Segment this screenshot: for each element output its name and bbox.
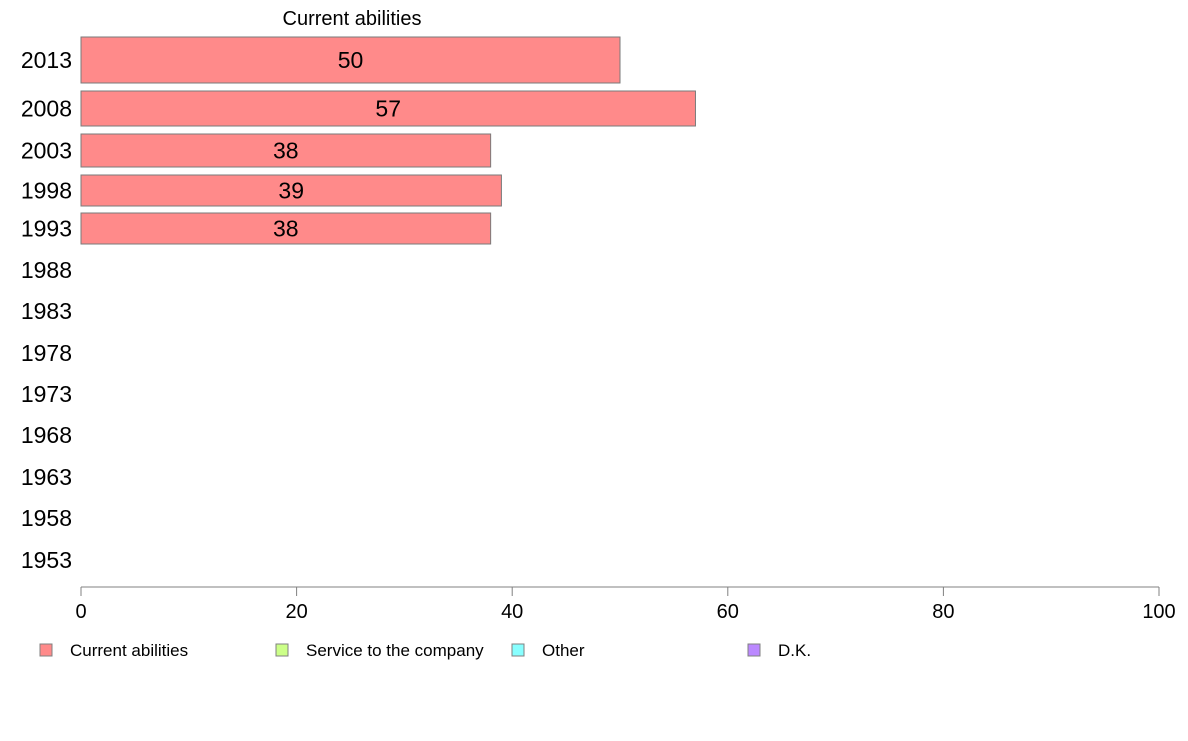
x-tick-label-0: 0 — [75, 601, 86, 623]
category-labels: 2013 2008 2003 1998 1993 1988 1983 1978 1973 1968… — [21, 47, 72, 573]
bar-value-label-2003: 38 — [273, 138, 299, 164]
x-tick-label-60: 60 — [717, 601, 739, 623]
category-label-2003: 2003 — [21, 138, 72, 164]
category-label-2013: 2013 — [21, 47, 72, 73]
bars — [80, 36, 696, 245]
bar-value-label-1993: 38 — [273, 216, 299, 242]
chart-title: Current abilities — [283, 8, 422, 30]
bar-value-label-1998: 39 — [278, 178, 304, 204]
category-label-1953: 1953 — [21, 547, 72, 573]
category-label-1983: 1983 — [21, 298, 72, 324]
legend-label-other: Other — [542, 641, 585, 660]
category-label-1968: 1968 — [21, 422, 72, 448]
category-label-1988: 1988 — [21, 257, 72, 283]
bar-value-label-2008: 57 — [375, 96, 401, 122]
category-label-1993: 1993 — [21, 216, 72, 242]
x-tick-label-80: 80 — [932, 601, 954, 623]
category-label-1963: 1963 — [21, 464, 72, 490]
bar-2008 — [80, 90, 696, 127]
bar-labels: 50 57 38 39 38 — [273, 47, 401, 242]
category-label-1958: 1958 — [21, 505, 72, 531]
legend-swatch-d-k — [747, 643, 761, 657]
legend-label-current-abilities: Current abilities — [70, 641, 188, 660]
x-tick-label-20: 20 — [285, 601, 307, 623]
legend-swatch-current-abilities — [39, 643, 53, 657]
x-tick-label-40: 40 — [501, 601, 523, 623]
bar-1993 — [80, 212, 492, 245]
category-label-1978: 1978 — [21, 340, 72, 366]
category-label-2008: 2008 — [21, 96, 72, 122]
bar-1998 — [80, 174, 502, 207]
legend-swatch-other — [511, 643, 525, 657]
legend-label-service-to-the-company: Service to the company — [306, 641, 484, 660]
bar-value-label-2013: 50 — [338, 47, 364, 73]
legend-label-d-k: D.K. — [778, 641, 811, 660]
x-axis: 0 20 40 60 80 100 — [75, 586, 1176, 623]
x-tick-label-100: 100 — [1142, 601, 1175, 623]
bar-2013 — [80, 36, 621, 84]
bar-2003 — [80, 133, 492, 168]
legend-swatch-service-to-the-company — [275, 643, 289, 657]
category-label-1973: 1973 — [21, 381, 72, 407]
category-label-1998: 1998 — [21, 178, 72, 204]
legend: Current abilities Service to the company O… — [39, 641, 811, 660]
